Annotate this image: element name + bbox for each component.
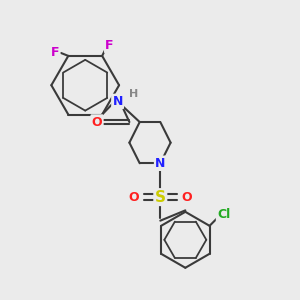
Text: O: O bbox=[182, 190, 192, 204]
Text: O: O bbox=[92, 116, 102, 128]
Text: N: N bbox=[155, 157, 166, 170]
Text: N: N bbox=[112, 95, 123, 108]
Text: F: F bbox=[105, 39, 114, 52]
Text: S: S bbox=[155, 190, 166, 205]
Text: F: F bbox=[51, 46, 59, 59]
Text: Cl: Cl bbox=[217, 208, 230, 221]
Text: H: H bbox=[129, 89, 138, 99]
Text: O: O bbox=[128, 190, 139, 204]
